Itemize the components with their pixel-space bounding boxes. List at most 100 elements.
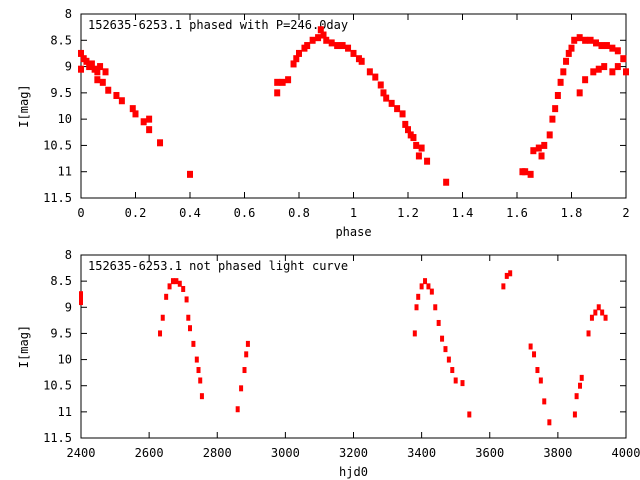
y-tick-label: 8 xyxy=(65,248,72,262)
data-point xyxy=(377,81,384,89)
data-point xyxy=(416,293,421,300)
data-point xyxy=(285,76,292,84)
data-point xyxy=(170,278,175,285)
data-point xyxy=(443,178,450,186)
data-point xyxy=(388,99,395,107)
data-point xyxy=(394,105,401,113)
data-point xyxy=(317,26,324,34)
data-point xyxy=(315,34,322,42)
data-point xyxy=(105,86,112,94)
data-point xyxy=(244,351,249,358)
data-point xyxy=(94,68,101,76)
data-point xyxy=(595,65,602,73)
x-tick-label: 1.6 xyxy=(506,206,528,220)
data-point xyxy=(598,42,605,50)
data-point xyxy=(129,105,136,113)
data-point xyxy=(383,94,390,102)
data-point xyxy=(164,293,169,300)
data-point xyxy=(590,68,597,76)
data-point xyxy=(402,120,409,128)
x-tick-label: 0.4 xyxy=(179,206,201,220)
data-point xyxy=(415,152,422,160)
data-point xyxy=(538,152,545,160)
y-tick-label: 11.5 xyxy=(43,431,72,445)
data-point xyxy=(582,36,589,44)
data-point xyxy=(589,314,594,321)
y-tick-label: 11 xyxy=(58,405,72,419)
data-point xyxy=(609,44,616,52)
y-tick-label: 11 xyxy=(58,165,72,179)
data-point xyxy=(102,68,109,76)
data-point xyxy=(274,89,281,97)
data-point xyxy=(541,141,548,149)
x-tick-label: 2400 xyxy=(67,446,96,460)
data-point xyxy=(79,299,83,306)
data-point xyxy=(94,76,101,84)
data-point xyxy=(579,374,584,381)
data-point xyxy=(146,126,153,134)
chart-title: 152635-6253.1 phased with P=246.0day xyxy=(88,18,348,32)
data-point xyxy=(410,134,417,142)
data-point xyxy=(184,296,189,303)
data-point xyxy=(603,42,610,50)
data-point xyxy=(83,57,90,65)
x-axis-label: hjd0 xyxy=(339,465,368,479)
data-point xyxy=(446,356,451,363)
data-point xyxy=(380,89,387,97)
data-point xyxy=(501,283,506,290)
data-point xyxy=(549,115,556,123)
data-point xyxy=(568,44,575,52)
data-point xyxy=(140,118,147,126)
data-point xyxy=(453,377,458,384)
y-tick-label: 8 xyxy=(65,7,72,21)
y-tick-label: 9.5 xyxy=(50,326,72,340)
data-point xyxy=(547,419,552,426)
data-point xyxy=(157,139,164,147)
x-tick-label: 0 xyxy=(77,206,84,220)
data-point xyxy=(177,280,182,287)
data-point xyxy=(609,68,616,76)
data-point xyxy=(191,340,196,347)
data-point xyxy=(186,314,191,321)
data-point xyxy=(78,49,84,57)
data-point xyxy=(424,157,431,165)
data-point xyxy=(339,42,346,50)
data-point xyxy=(440,335,445,342)
x-tick-label: 1 xyxy=(350,206,357,220)
data-point xyxy=(522,168,529,176)
data-point xyxy=(358,57,365,65)
data-point xyxy=(532,351,537,358)
data-point xyxy=(174,278,179,285)
data-point xyxy=(535,367,540,374)
data-point xyxy=(419,283,424,290)
x-tick-label: 3000 xyxy=(271,446,300,460)
x-tick-label: 1.2 xyxy=(397,206,419,220)
data-point xyxy=(557,78,564,86)
data-point xyxy=(436,319,441,326)
data-point xyxy=(160,314,165,321)
data-point xyxy=(328,39,335,47)
y-tick-label: 10 xyxy=(58,353,72,367)
x-tick-label: 0.8 xyxy=(288,206,310,220)
data-point xyxy=(535,144,542,152)
data-point xyxy=(574,393,579,400)
data-point xyxy=(418,144,425,152)
data-point xyxy=(582,76,589,84)
data-point xyxy=(320,31,327,39)
data-point xyxy=(563,57,570,65)
data-point xyxy=(167,283,172,290)
chart-title: 152635-6253.1 not phased light curve xyxy=(88,259,348,273)
data-point xyxy=(560,68,567,76)
data-point xyxy=(426,283,431,290)
data-point xyxy=(620,55,627,63)
data-point xyxy=(274,78,281,86)
x-tick-label: 3200 xyxy=(339,446,368,460)
y-tick-label: 8.5 xyxy=(50,33,72,47)
data-point xyxy=(97,63,104,71)
data-point xyxy=(603,314,608,321)
data-point xyxy=(596,304,601,311)
data-point xyxy=(158,330,163,337)
y-tick-label: 11.5 xyxy=(43,191,72,205)
data-point xyxy=(188,325,192,332)
data-point xyxy=(565,49,572,57)
